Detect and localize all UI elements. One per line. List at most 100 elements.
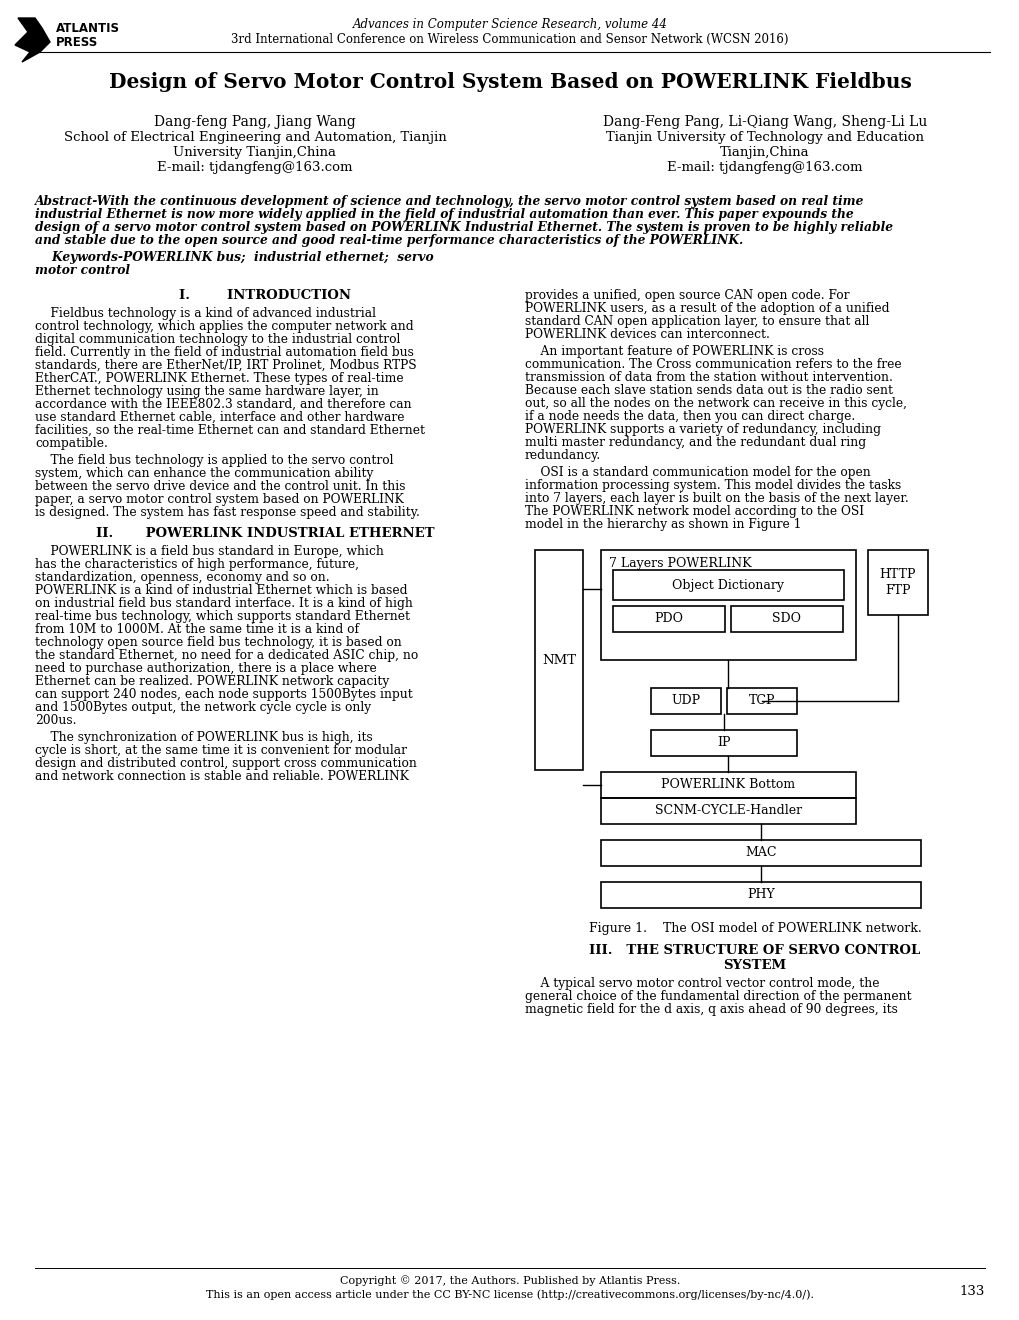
Text: field. Currently in the field of industrial automation field bus: field. Currently in the field of industr… xyxy=(35,346,414,359)
Text: model in the hierarchy as shown in Figure 1: model in the hierarchy as shown in Figur… xyxy=(525,517,801,531)
Text: standard CAN open application layer, to ensure that all: standard CAN open application layer, to … xyxy=(525,315,868,327)
Text: HTTP
FTP: HTTP FTP xyxy=(878,569,915,597)
Text: transmission of data from the station without intervention.: transmission of data from the station wi… xyxy=(525,371,892,384)
Text: TCP: TCP xyxy=(748,694,774,708)
Bar xyxy=(600,550,855,660)
Bar xyxy=(650,688,720,714)
Text: has the characteristics of high performance, future,: has the characteristics of high performa… xyxy=(35,558,359,572)
Text: POWERLINK is a kind of industrial Ethernet which is based: POWERLINK is a kind of industrial Ethern… xyxy=(35,583,408,597)
Text: Ethernet can be realized. POWERLINK network capacity: Ethernet can be realized. POWERLINK netw… xyxy=(35,675,389,688)
Text: compatible.: compatible. xyxy=(35,437,108,450)
Text: standards, there are EtherNet/IP, IRT Prolinet, Modbus RTPS: standards, there are EtherNet/IP, IRT Pr… xyxy=(35,359,416,372)
Text: MAC: MAC xyxy=(745,846,776,859)
Text: Figure 1.    The OSI model of POWERLINK network.: Figure 1. The OSI model of POWERLINK net… xyxy=(588,921,920,935)
Text: and 1500Bytes output, the network cycle cycle is only: and 1500Bytes output, the network cycle … xyxy=(35,701,371,714)
Bar xyxy=(612,606,725,632)
Text: information processing system. This model divides the tasks: information processing system. This mode… xyxy=(525,479,901,492)
Text: need to purchase authorization, there is a place where: need to purchase authorization, there is… xyxy=(35,663,376,675)
Text: standardization, openness, economy and so on.: standardization, openness, economy and s… xyxy=(35,572,329,583)
Bar xyxy=(600,772,855,799)
Text: between the servo drive device and the control unit. In this: between the servo drive device and the c… xyxy=(35,480,406,492)
Text: POWERLINK Bottom: POWERLINK Bottom xyxy=(660,779,795,792)
Text: multi master redundancy, and the redundant dual ring: multi master redundancy, and the redunda… xyxy=(525,436,865,449)
Text: POWERLINK is a field bus standard in Europe, which: POWERLINK is a field bus standard in Eur… xyxy=(35,545,383,558)
Text: POWERLINK supports a variety of redundancy, including: POWERLINK supports a variety of redundan… xyxy=(525,422,880,436)
Text: E-mail: tjdangfeng@163.com: E-mail: tjdangfeng@163.com xyxy=(666,161,862,174)
Text: IP: IP xyxy=(716,737,730,750)
Bar xyxy=(727,688,796,714)
Text: SDO: SDO xyxy=(771,612,801,626)
Text: facilities, so the real-time Ethernet can and standard Ethernet: facilities, so the real-time Ethernet ca… xyxy=(35,424,425,437)
Text: magnetic field for the d axis, q axis ahead of 90 degrees, its: magnetic field for the d axis, q axis ah… xyxy=(525,1003,897,1016)
Text: SYSTEM: SYSTEM xyxy=(722,960,786,972)
Text: provides a unified, open source CAN open code. For: provides a unified, open source CAN open… xyxy=(525,289,849,302)
Text: use standard Ethernet cable, interface and other hardware: use standard Ethernet cable, interface a… xyxy=(35,411,405,424)
Text: control technology, which applies the computer network and: control technology, which applies the co… xyxy=(35,319,414,333)
Text: cycle is short, at the same time it is convenient for modular: cycle is short, at the same time it is c… xyxy=(35,744,407,756)
Text: A typical servo motor control vector control mode, the: A typical servo motor control vector con… xyxy=(525,977,878,990)
Text: paper, a servo motor control system based on POWERLINK: paper, a servo motor control system base… xyxy=(35,492,404,506)
Text: Abstract-With the continuous development of science and technology, the servo mo: Abstract-With the continuous development… xyxy=(35,195,863,209)
Text: PHY: PHY xyxy=(746,888,774,902)
Text: industrial Ethernet is now more widely applied in the field of industrial automa: industrial Ethernet is now more widely a… xyxy=(35,209,853,220)
Text: Tianjin,China: Tianjin,China xyxy=(719,147,809,158)
Text: Dang-feng Pang, Jiang Wang: Dang-feng Pang, Jiang Wang xyxy=(154,115,356,129)
Text: 7 Layers POWERLINK: 7 Layers POWERLINK xyxy=(608,557,751,570)
Text: 200us.: 200us. xyxy=(35,714,76,727)
Text: design of a servo motor control system based on POWERLINK Industrial Ethernet. T: design of a servo motor control system b… xyxy=(35,220,892,234)
Text: The synchronization of POWERLINK bus is high, its: The synchronization of POWERLINK bus is … xyxy=(35,731,372,744)
Bar xyxy=(535,550,583,770)
Text: OSI is a standard communication model for the open: OSI is a standard communication model fo… xyxy=(525,466,870,479)
Text: Keywords-POWERLINK bus;  industrial ethernet;  servo: Keywords-POWERLINK bus; industrial ether… xyxy=(35,251,433,264)
Text: real-time bus technology, which supports standard Ethernet: real-time bus technology, which supports… xyxy=(35,610,410,623)
Bar xyxy=(600,840,920,866)
Text: accordance with the IEEE802.3 standard, and therefore can: accordance with the IEEE802.3 standard, … xyxy=(35,399,412,411)
Text: Ethernet technology using the same hardware layer, in: Ethernet technology using the same hardw… xyxy=(35,385,378,399)
Text: Advances in Computer Science Research, volume 44: Advances in Computer Science Research, v… xyxy=(353,18,666,30)
Text: Because each slave station sends data out is the radio sent: Because each slave station sends data ou… xyxy=(525,384,892,397)
Text: 133: 133 xyxy=(959,1284,984,1298)
Text: I.        INTRODUCTION: I. INTRODUCTION xyxy=(178,289,351,302)
Text: School of Electrical Engineering and Automation, Tianjin: School of Electrical Engineering and Aut… xyxy=(63,131,446,144)
Text: out, so all the nodes on the network can receive in this cycle,: out, so all the nodes on the network can… xyxy=(525,397,906,411)
Text: Fieldbus technology is a kind of advanced industrial: Fieldbus technology is a kind of advance… xyxy=(35,308,376,319)
Text: Dang-Feng Pang, Li-Qiang Wang, Sheng-Li Lu: Dang-Feng Pang, Li-Qiang Wang, Sheng-Li … xyxy=(602,115,926,129)
Text: if a node needs the data, then you can direct charge.: if a node needs the data, then you can d… xyxy=(525,411,854,422)
Text: is designed. The system has fast response speed and stability.: is designed. The system has fast respons… xyxy=(35,506,420,519)
Text: ATLANTIS: ATLANTIS xyxy=(56,22,120,36)
Text: communication. The Cross communication refers to the free: communication. The Cross communication r… xyxy=(525,358,901,371)
Text: III.   THE STRUCTURE OF SERVO CONTROL: III. THE STRUCTURE OF SERVO CONTROL xyxy=(589,944,920,957)
Text: design and distributed control, support cross communication: design and distributed control, support … xyxy=(35,756,417,770)
Text: redundancy.: redundancy. xyxy=(525,449,600,462)
Text: the standard Ethernet, no need for a dedicated ASIC chip, no: the standard Ethernet, no need for a ded… xyxy=(35,649,418,663)
Text: digital communication technology to the industrial control: digital communication technology to the … xyxy=(35,333,400,346)
Bar xyxy=(731,606,842,632)
Text: E-mail: tjdangfeng@163.com: E-mail: tjdangfeng@163.com xyxy=(157,161,353,174)
Polygon shape xyxy=(15,18,50,62)
Text: technology open source field bus technology, it is based on: technology open source field bus technol… xyxy=(35,636,401,649)
Text: Design of Servo Motor Control System Based on POWERLINK Fieldbus: Design of Servo Motor Control System Bas… xyxy=(108,73,911,92)
Text: The field bus technology is applied to the servo control: The field bus technology is applied to t… xyxy=(35,454,393,467)
Text: and stable due to the open source and good real-time performance characteristics: and stable due to the open source and go… xyxy=(35,234,743,247)
Text: Tianjin University of Technology and Education: Tianjin University of Technology and Edu… xyxy=(605,131,923,144)
Text: PDO: PDO xyxy=(654,612,683,626)
Text: The POWERLINK network model according to the OSI: The POWERLINK network model according to… xyxy=(525,506,863,517)
Text: Copyright © 2017, the Authors. Published by Atlantis Press.: Copyright © 2017, the Authors. Published… xyxy=(339,1275,680,1286)
Bar xyxy=(600,882,920,908)
Text: Object Dictionary: Object Dictionary xyxy=(672,578,784,591)
Text: This is an open access article under the CC BY-NC license (http://creativecommon: This is an open access article under the… xyxy=(206,1290,813,1300)
Text: UDP: UDP xyxy=(671,694,700,708)
Text: can support 240 nodes, each node supports 1500Bytes input: can support 240 nodes, each node support… xyxy=(35,688,413,701)
Text: PRESS: PRESS xyxy=(56,36,98,49)
Bar xyxy=(867,550,927,615)
Text: University Tianjin,China: University Tianjin,China xyxy=(173,147,336,158)
Bar xyxy=(600,799,855,824)
Text: NMT: NMT xyxy=(541,653,576,667)
Text: into 7 layers, each layer is built on the basis of the next layer.: into 7 layers, each layer is built on th… xyxy=(525,492,908,506)
Text: EtherCAT., POWERLINK Ethernet. These types of real-time: EtherCAT., POWERLINK Ethernet. These typ… xyxy=(35,372,404,385)
Text: II.       POWERLINK INDUSTRIAL ETHERNET: II. POWERLINK INDUSTRIAL ETHERNET xyxy=(96,527,434,540)
Text: 3rd International Conference on Wireless Communication and Sensor Network (WCSN : 3rd International Conference on Wireless… xyxy=(231,33,788,46)
Text: POWERLINK users, as a result of the adoption of a unified: POWERLINK users, as a result of the adop… xyxy=(525,302,889,315)
Text: system, which can enhance the communication ability: system, which can enhance the communicat… xyxy=(35,467,373,480)
Text: motor control: motor control xyxy=(35,264,129,277)
